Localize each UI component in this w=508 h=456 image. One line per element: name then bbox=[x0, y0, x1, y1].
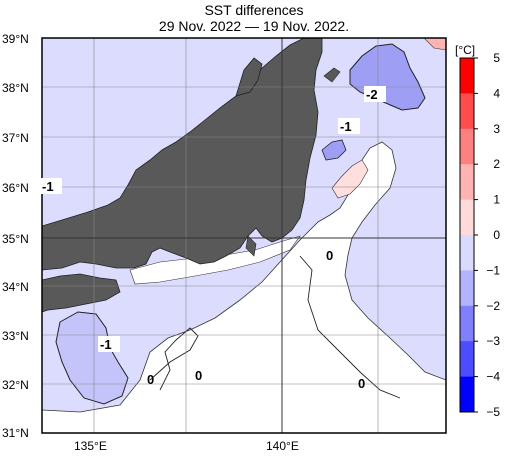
colorbar-segment bbox=[460, 341, 474, 378]
lon-label: 140°E bbox=[266, 439, 299, 453]
contour-label: -1 bbox=[42, 179, 54, 194]
colorbar-tick-label: 0 bbox=[493, 228, 500, 242]
land-sado bbox=[323, 67, 341, 83]
sea-plus1-region bbox=[331, 159, 369, 199]
colorbar-segment bbox=[460, 93, 474, 130]
lat-label: 38°N bbox=[2, 81, 29, 95]
land-noto bbox=[235, 57, 263, 97]
contour-label: -2 bbox=[366, 87, 378, 102]
longitude-labels: 135°E 140°E bbox=[74, 439, 299, 453]
colorbar-tick-label: 3 bbox=[493, 122, 500, 136]
colorbar-segment bbox=[460, 376, 474, 413]
colorbar-tick-label: −1 bbox=[486, 263, 500, 277]
contour-label: 0 bbox=[358, 376, 365, 391]
lat-label: 36°N bbox=[2, 181, 29, 195]
contour-zero-line-2 bbox=[299, 255, 401, 399]
contour-label: -1 bbox=[100, 337, 112, 352]
lon-label: 135°E bbox=[74, 439, 107, 453]
colorbar-unit: [°C] bbox=[455, 43, 475, 57]
contour-labels: -2 -1 -1 -1 0 0 0 0 bbox=[40, 86, 386, 391]
lat-label: 35°N bbox=[2, 232, 29, 246]
colorbar-tick-label: −4 bbox=[486, 370, 500, 384]
contour-zero-line bbox=[149, 327, 199, 391]
colorbar-tick-label: 2 bbox=[493, 157, 500, 171]
colorbar-tick-label: −3 bbox=[486, 334, 500, 348]
colorbar-segment bbox=[460, 270, 474, 307]
land-izu-peninsula bbox=[245, 235, 257, 257]
contour-label: -1 bbox=[340, 119, 352, 134]
colorbar-segment bbox=[460, 199, 474, 236]
colorbar-segment bbox=[460, 235, 474, 271]
lat-label: 31°N bbox=[2, 426, 29, 440]
land-honshu bbox=[42, 38, 323, 271]
colorbar-tick-label: 5 bbox=[493, 51, 500, 65]
colorbar-segment bbox=[460, 164, 474, 201]
colorbar-segment bbox=[460, 128, 474, 165]
land-shikoku bbox=[42, 273, 121, 313]
contour-label: 0 bbox=[326, 248, 333, 263]
latitude-labels: 39°N 38°N 37°N 36°N 35°N 34°N 33°N 32°N … bbox=[2, 32, 29, 440]
map-frame bbox=[41, 37, 447, 434]
colorbar-segment bbox=[460, 58, 474, 94]
grid bbox=[42, 38, 446, 433]
colorbar-tick-label: 1 bbox=[493, 193, 500, 207]
colorbar-segment bbox=[460, 305, 474, 342]
contour-label: 0 bbox=[195, 368, 202, 383]
colorbar-tick-label: −5 bbox=[486, 405, 500, 419]
lat-label: 32°N bbox=[2, 378, 29, 392]
lat-label: 37°N bbox=[2, 131, 29, 145]
sea-minus2-patch bbox=[321, 139, 347, 161]
lat-label: 39°N bbox=[2, 32, 29, 46]
colorbar-tick-label: −2 bbox=[486, 299, 500, 313]
map-subtitle: 29 Nov. 2022 — 19 Nov. 2022. bbox=[158, 18, 350, 34]
colorbar: [°C] 5 4 3 2 1 0 −1 −2 −3 −4 −5 bbox=[455, 43, 500, 419]
lat-label: 34°N bbox=[2, 280, 29, 294]
map-title: SST differences bbox=[204, 2, 304, 18]
contour-label: 0 bbox=[147, 372, 154, 387]
colorbar-tick-label: 4 bbox=[493, 86, 500, 100]
lat-label: 33°N bbox=[2, 329, 29, 343]
map-area bbox=[42, 38, 446, 433]
sea-plus1-corner bbox=[423, 38, 446, 51]
